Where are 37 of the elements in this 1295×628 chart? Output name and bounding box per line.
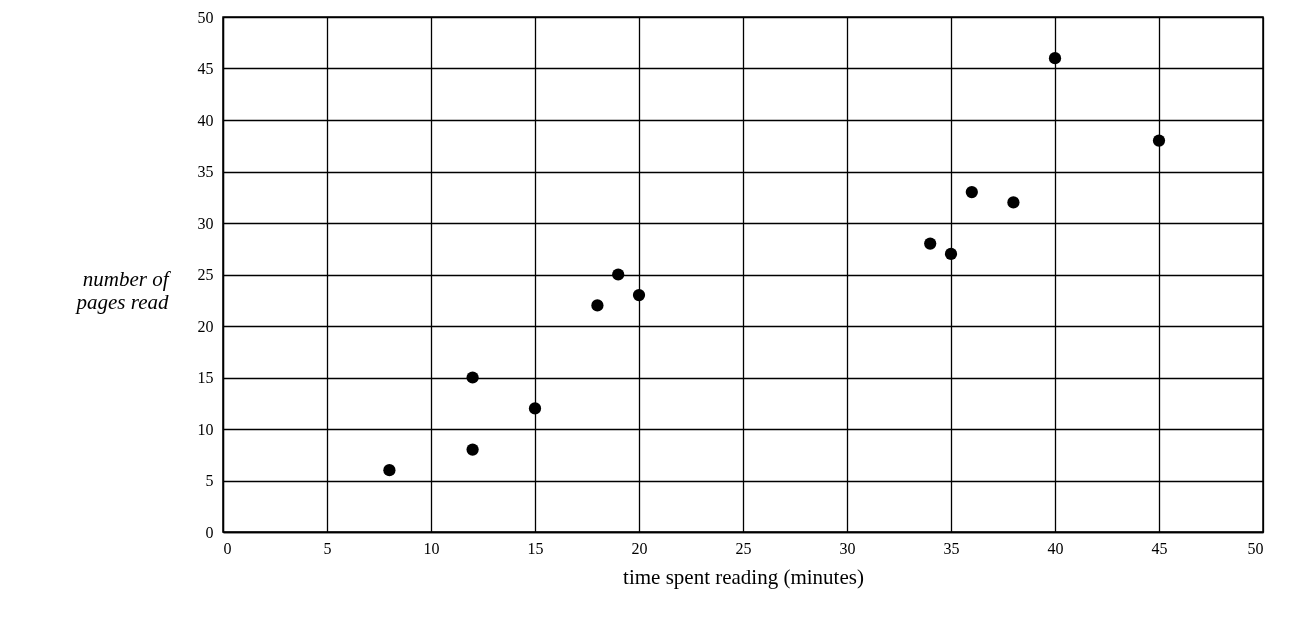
x-tick-label: 5 <box>323 539 332 557</box>
point <box>632 288 646 302</box>
x-tick-label: 40 <box>1047 539 1064 557</box>
x-tick-label: 20 <box>631 539 648 557</box>
point <box>944 247 958 261</box>
y-tick-label: 20 <box>197 317 214 335</box>
x-tick-label: 15 <box>527 539 544 557</box>
point <box>1007 196 1020 209</box>
y-tick-label: 35 <box>197 163 214 180</box>
y-tick-label: 15 <box>197 369 214 386</box>
y-tick-label: 40 <box>197 111 214 129</box>
y-tick-label: 5 <box>205 472 214 489</box>
x-tick-label: 45 <box>1151 539 1168 557</box>
point <box>965 185 978 199</box>
point <box>1152 134 1166 147</box>
x-tick-label: 10 <box>423 539 440 557</box>
x-tick-label: 50 <box>1247 539 1264 557</box>
y-tick-label: 30 <box>197 214 214 232</box>
x-axis-title: time spent reading (minutes) <box>623 564 864 589</box>
x-tick-label: 35 <box>943 539 960 557</box>
y-tick-label: 10 <box>197 420 214 438</box>
y-tick-label: 50 <box>197 8 214 26</box>
point <box>383 464 396 477</box>
y-axis-title: number of pages read <box>74 266 172 314</box>
point <box>466 443 479 456</box>
point <box>1048 52 1062 65</box>
x-tick-label: 30 <box>839 539 856 557</box>
y-tick-label: 45 <box>197 60 214 77</box>
point <box>612 268 625 281</box>
x-tick-label: 25 <box>735 539 752 557</box>
point <box>591 299 604 312</box>
y-tick-label: 25 <box>197 266 214 283</box>
point <box>466 371 479 384</box>
point <box>528 402 542 415</box>
point <box>924 237 937 250</box>
x-tick-label: 0 <box>223 539 232 557</box>
y-tick-label: 0 <box>205 523 214 541</box>
